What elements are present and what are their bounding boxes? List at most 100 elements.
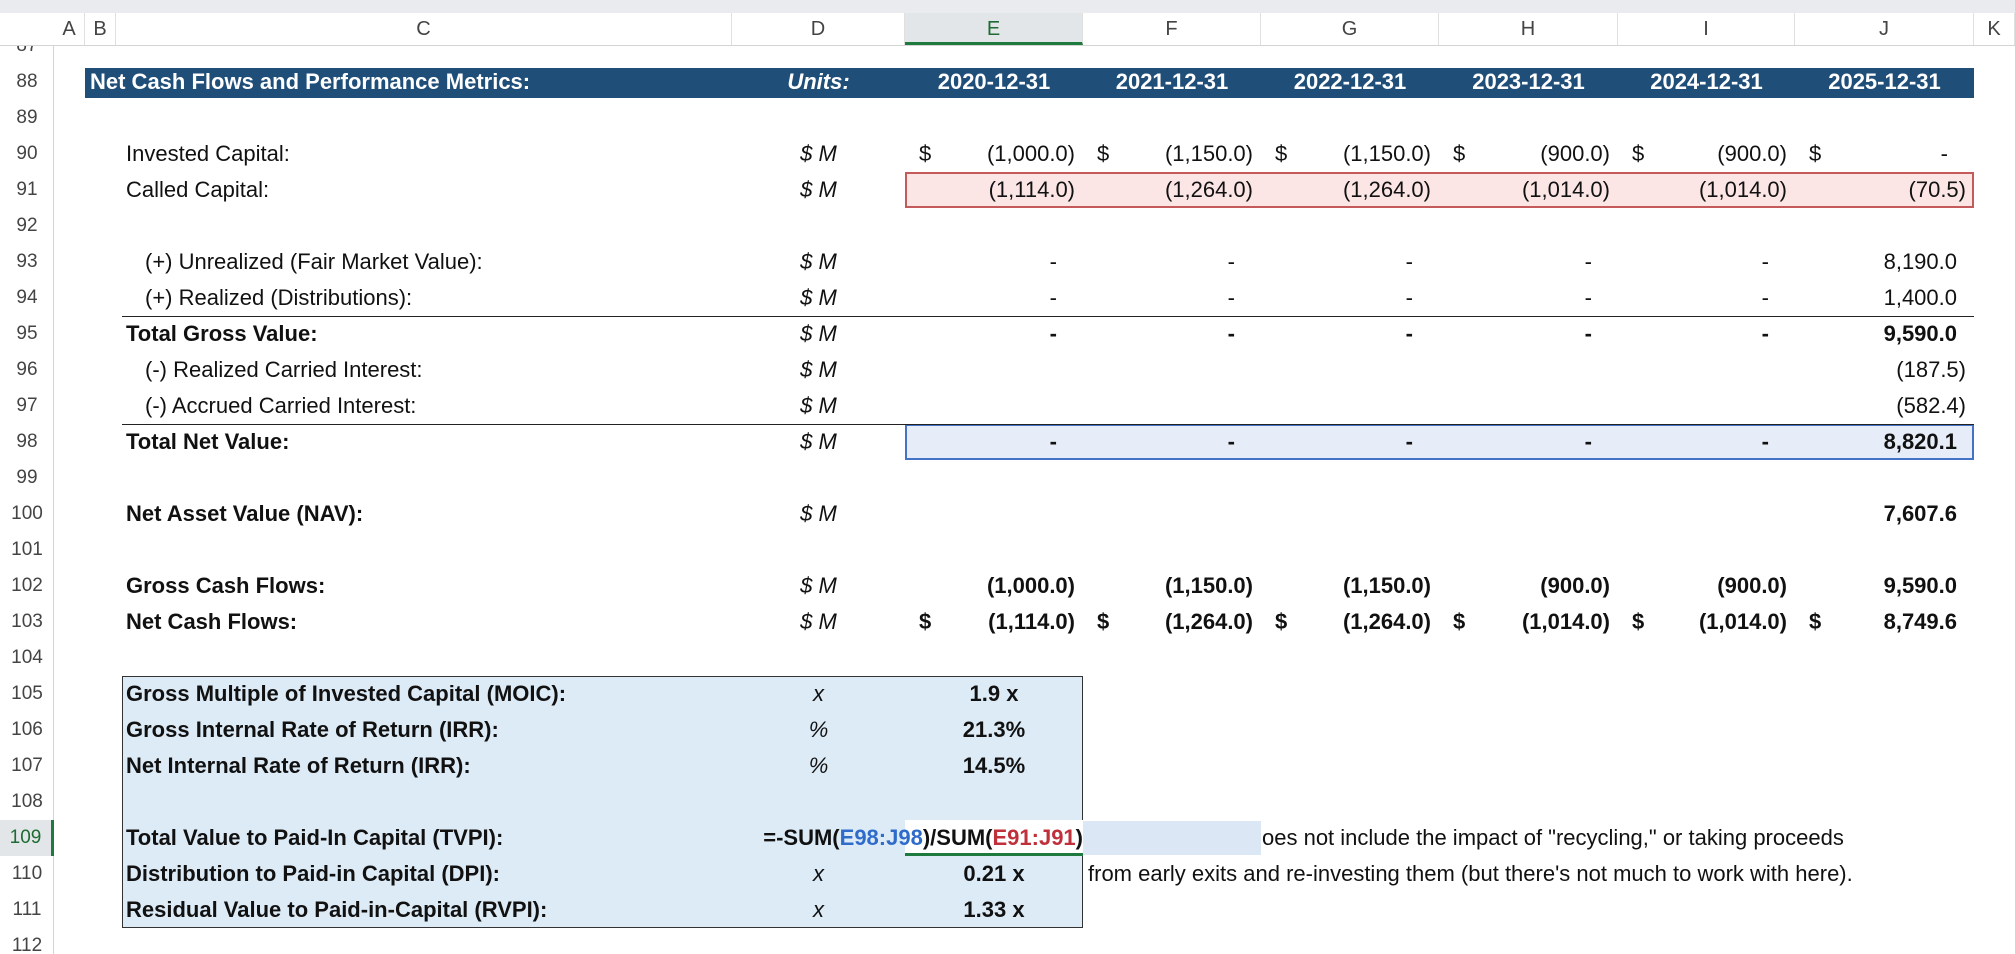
row-number[interactable]: 90 bbox=[16, 143, 38, 164]
value-cell[interactable]: 8,820.1 bbox=[1883, 429, 1957, 454]
row-number[interactable]: 112 bbox=[11, 935, 43, 954]
value-cell[interactable]: (1,264.0) bbox=[1164, 177, 1253, 202]
row-number[interactable]: 111 bbox=[12, 899, 42, 920]
row-number[interactable]: 103 bbox=[11, 611, 43, 632]
value-cell[interactable]: (900.0) bbox=[1540, 141, 1610, 166]
metric-value[interactable]: 0.21 x bbox=[963, 861, 1025, 886]
row-number[interactable]: 92 bbox=[16, 215, 38, 236]
formula-part: ) bbox=[1075, 825, 1083, 850]
column-header[interactable]: K bbox=[1974, 13, 2015, 45]
row-number[interactable]: 102 bbox=[11, 575, 43, 596]
metric-value[interactable]: 14.5% bbox=[962, 753, 1026, 778]
row-number[interactable]: 105 bbox=[11, 683, 43, 704]
formula-editor[interactable]: =-SUM(E98:J98)/SUM(E91:J91) bbox=[763, 820, 1083, 856]
column-header[interactable]: E bbox=[905, 13, 1083, 45]
value-cell[interactable]: - bbox=[1049, 249, 1057, 274]
value-cell[interactable]: (1,114.0) bbox=[988, 177, 1075, 202]
row-number[interactable]: 88 bbox=[16, 71, 38, 92]
value-cell[interactable]: - bbox=[1405, 321, 1413, 346]
value-cell[interactable]: (1,014.0) bbox=[1698, 177, 1787, 202]
metric-value[interactable]: 1.33 x bbox=[963, 897, 1025, 922]
row-number[interactable]: 91 bbox=[16, 179, 38, 200]
value-cell[interactable]: - bbox=[1405, 249, 1413, 274]
column-header[interactable]: J bbox=[1795, 13, 1974, 45]
row-number[interactable]: 101 bbox=[11, 539, 43, 560]
value-cell[interactable]: 9,590.0 bbox=[1883, 573, 1957, 598]
value-cell[interactable]: - bbox=[1761, 249, 1769, 274]
row-number[interactable]: 96 bbox=[16, 359, 38, 380]
row-label: Net Internal Rate of Return (IRR): bbox=[126, 753, 471, 778]
value-cell[interactable]: - bbox=[1405, 429, 1413, 454]
value-cell[interactable]: (1,000.0) bbox=[986, 141, 1075, 166]
value-cell[interactable]: - bbox=[1584, 321, 1592, 346]
value-cell[interactable]: (1,150.0) bbox=[1342, 141, 1431, 166]
value-cell[interactable]: - bbox=[1584, 249, 1592, 274]
value-cell[interactable]: - bbox=[1584, 285, 1592, 310]
value-cell[interactable]: (1,264.0) bbox=[1164, 609, 1253, 634]
column-header[interactable]: G bbox=[1261, 13, 1439, 45]
column-header[interactable]: B bbox=[85, 13, 116, 45]
value-cell[interactable]: (1,014.0) bbox=[1521, 177, 1610, 202]
value-cell[interactable]: (900.0) bbox=[1540, 573, 1610, 598]
value-cell[interactable]: (1,114.0) bbox=[988, 609, 1075, 634]
value-cell[interactable]: (1,000.0) bbox=[986, 573, 1075, 598]
metric-value[interactable]: 1.9 x bbox=[969, 681, 1019, 706]
value-cell[interactable]: - bbox=[1227, 321, 1235, 346]
value-cell[interactable]: (582.4) bbox=[1896, 393, 1966, 418]
value-cell[interactable]: (900.0) bbox=[1717, 141, 1787, 166]
value-cell[interactable]: (70.5) bbox=[1908, 177, 1966, 202]
row-number[interactable]: 99 bbox=[16, 467, 38, 488]
value-cell[interactable]: (187.5) bbox=[1896, 357, 1966, 382]
value-cell[interactable]: (1,264.0) bbox=[1342, 177, 1431, 202]
value-cell[interactable]: 9,590.0 bbox=[1883, 321, 1957, 346]
column-header[interactable]: F bbox=[1083, 13, 1261, 45]
row-number[interactable]: 93 bbox=[16, 251, 38, 272]
row-number[interactable]: 108 bbox=[11, 791, 43, 812]
value-cell[interactable]: - bbox=[1049, 429, 1057, 454]
row-number[interactable]: 104 bbox=[11, 647, 43, 668]
value-cell[interactable]: (1,264.0) bbox=[1342, 609, 1431, 634]
value-cell[interactable]: - bbox=[1761, 429, 1769, 454]
value-cell[interactable]: (900.0) bbox=[1717, 573, 1787, 598]
value-cell[interactable]: - bbox=[1940, 141, 1948, 166]
value-cell[interactable]: - bbox=[1761, 285, 1769, 310]
value-cell[interactable]: (1,014.0) bbox=[1698, 609, 1787, 634]
row-number[interactable]: 98 bbox=[16, 431, 38, 452]
row-number[interactable]: 110 bbox=[11, 863, 43, 884]
value-cell[interactable]: - bbox=[1049, 321, 1057, 346]
row-number[interactable]: 89 bbox=[16, 107, 38, 128]
column-header[interactable]: D bbox=[732, 13, 905, 45]
value-cell[interactable]: - bbox=[1227, 285, 1235, 310]
active-cell[interactable] bbox=[905, 820, 1083, 856]
formula-part: E91:J91 bbox=[992, 825, 1076, 850]
value-cell[interactable]: (1,150.0) bbox=[1164, 141, 1253, 166]
value-cell[interactable]: (1,150.0) bbox=[1164, 573, 1253, 598]
value-cell[interactable]: - bbox=[1227, 249, 1235, 274]
value-cell[interactable]: (1,014.0) bbox=[1521, 609, 1610, 634]
column-header[interactable]: C bbox=[116, 13, 732, 45]
value-cell[interactable]: - bbox=[1227, 429, 1235, 454]
column-header[interactable]: I bbox=[1618, 13, 1795, 45]
column-header[interactable]: A bbox=[54, 13, 85, 45]
row-number[interactable]: 87 bbox=[16, 45, 38, 56]
value-cell[interactable]: - bbox=[1049, 285, 1057, 310]
row-number[interactable]: 97 bbox=[16, 395, 38, 416]
row-number[interactable]: 109 bbox=[0, 820, 54, 856]
value-cell[interactable]: - bbox=[1405, 285, 1413, 310]
value-cell[interactable]: (1,150.0) bbox=[1342, 573, 1431, 598]
row-number[interactable]: 107 bbox=[11, 755, 43, 776]
value-cell[interactable]: 1,400.0 bbox=[1883, 285, 1957, 310]
row-number[interactable]: 100 bbox=[11, 503, 43, 524]
value-cell[interactable]: - bbox=[1761, 321, 1769, 346]
column-header[interactable]: H bbox=[1439, 13, 1618, 45]
row-number[interactable]: 106 bbox=[11, 719, 43, 740]
row-number-column bbox=[0, 45, 54, 954]
currency-symbol: $ bbox=[1453, 141, 1466, 166]
value-cell[interactable]: 8,190.0 bbox=[1883, 249, 1957, 274]
metric-value[interactable]: 21.3% bbox=[962, 717, 1026, 742]
value-cell[interactable]: - bbox=[1584, 429, 1592, 454]
row-number[interactable]: 94 bbox=[16, 287, 38, 308]
value-cell[interactable]: 8,749.6 bbox=[1883, 609, 1957, 634]
value-cell[interactable]: 7,607.6 bbox=[1883, 501, 1957, 526]
row-number[interactable]: 95 bbox=[16, 323, 38, 344]
